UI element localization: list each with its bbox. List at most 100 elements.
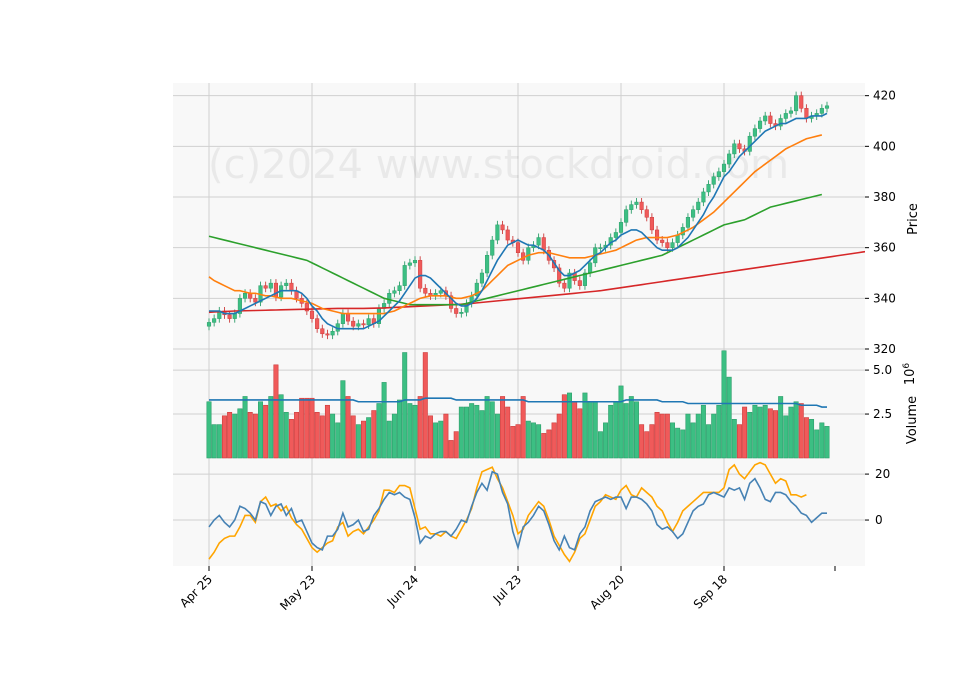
volume-bar [664, 413, 670, 459]
volume-bar [273, 364, 279, 459]
volume-bar [247, 411, 253, 459]
candle [711, 172, 716, 189]
candle-body [634, 201, 639, 205]
volume-bar [572, 401, 578, 459]
candle [799, 91, 804, 113]
volume-bar [747, 411, 753, 459]
candle-body [788, 110, 794, 114]
volume-bar [242, 396, 248, 459]
candle [649, 213, 654, 234]
candle-body [500, 224, 505, 231]
candle-body [737, 143, 742, 150]
volume-bar [726, 376, 732, 459]
candle-body [804, 108, 809, 119]
candle-body [752, 128, 757, 137]
candle-body [227, 314, 232, 319]
candle-body [284, 282, 289, 286]
volume-bar [438, 420, 444, 459]
volume-bar [402, 352, 408, 459]
candle-body [423, 287, 428, 294]
candle-body [309, 310, 315, 319]
candle [567, 268, 572, 293]
candle-body [407, 262, 412, 266]
volume-bar [397, 399, 403, 459]
candle [402, 261, 407, 290]
candle-body [356, 323, 361, 327]
volume-bar [551, 422, 557, 459]
candle [263, 281, 268, 293]
volume-bar [515, 424, 521, 459]
price-axis-label: Price [906, 203, 921, 235]
candle-body [562, 282, 567, 289]
candle [448, 291, 454, 313]
volume-ytick-label: 2.5 [873, 407, 892, 421]
volume-bar [427, 415, 433, 459]
volume-bar [633, 401, 639, 459]
candle [618, 218, 624, 237]
volume-bar [391, 413, 397, 459]
candle [629, 200, 634, 214]
candle-body [629, 204, 634, 210]
candle-body [660, 239, 665, 243]
volume-bar [309, 397, 315, 459]
candle-body [696, 201, 701, 210]
volume-bar [479, 410, 485, 459]
candle-body [824, 105, 830, 109]
candle-body [490, 239, 495, 256]
candle-body [402, 265, 407, 286]
candle-body [495, 224, 500, 241]
volume-bar [417, 396, 423, 459]
volume-bar [778, 396, 784, 459]
candle-body [459, 312, 464, 314]
candle-body [541, 237, 546, 251]
candle-body [675, 234, 680, 243]
volume-bar [510, 426, 516, 459]
candle [685, 213, 691, 232]
volume-bar [798, 403, 804, 459]
candle-body [253, 298, 258, 303]
candle-body [418, 260, 423, 289]
volume-bar [268, 396, 274, 459]
candle [515, 238, 521, 257]
candle [320, 324, 325, 338]
volume-bar [567, 392, 572, 459]
candle [783, 109, 788, 123]
volume-bar [288, 419, 294, 459]
candle [206, 318, 212, 331]
candle [557, 263, 562, 288]
candle-body [304, 303, 309, 312]
volume-bar [814, 429, 820, 459]
volume-bar [345, 396, 351, 459]
candle-body [448, 295, 454, 309]
candle-body [206, 322, 212, 327]
candle-body [598, 247, 603, 249]
candle [794, 91, 799, 115]
volume-bar [407, 403, 413, 459]
volume-bar [525, 420, 531, 459]
volume-bar [546, 429, 552, 459]
volume-bar [206, 401, 212, 459]
volume-bar [788, 406, 794, 459]
volume-bar [299, 397, 305, 459]
candle [691, 205, 696, 222]
volume-bar [361, 420, 366, 459]
volume-bar [340, 380, 346, 459]
volume-bar [649, 424, 655, 459]
candle-body [315, 318, 320, 329]
candle [639, 198, 644, 214]
volume-bar [319, 415, 325, 459]
volume-bar [654, 411, 660, 459]
price-ytick-label: 420 [873, 89, 896, 103]
volume-bar [443, 413, 449, 459]
volume-bar [237, 408, 243, 459]
candle [536, 233, 541, 250]
candle [479, 268, 485, 288]
volume-average-line [209, 397, 827, 408]
volume-bar [716, 404, 722, 459]
volume-bar [685, 413, 691, 459]
candle-body [412, 260, 418, 264]
volume-bar [793, 401, 799, 459]
volume-bar [618, 385, 624, 459]
candle [485, 251, 490, 278]
volume-bars [206, 350, 830, 459]
